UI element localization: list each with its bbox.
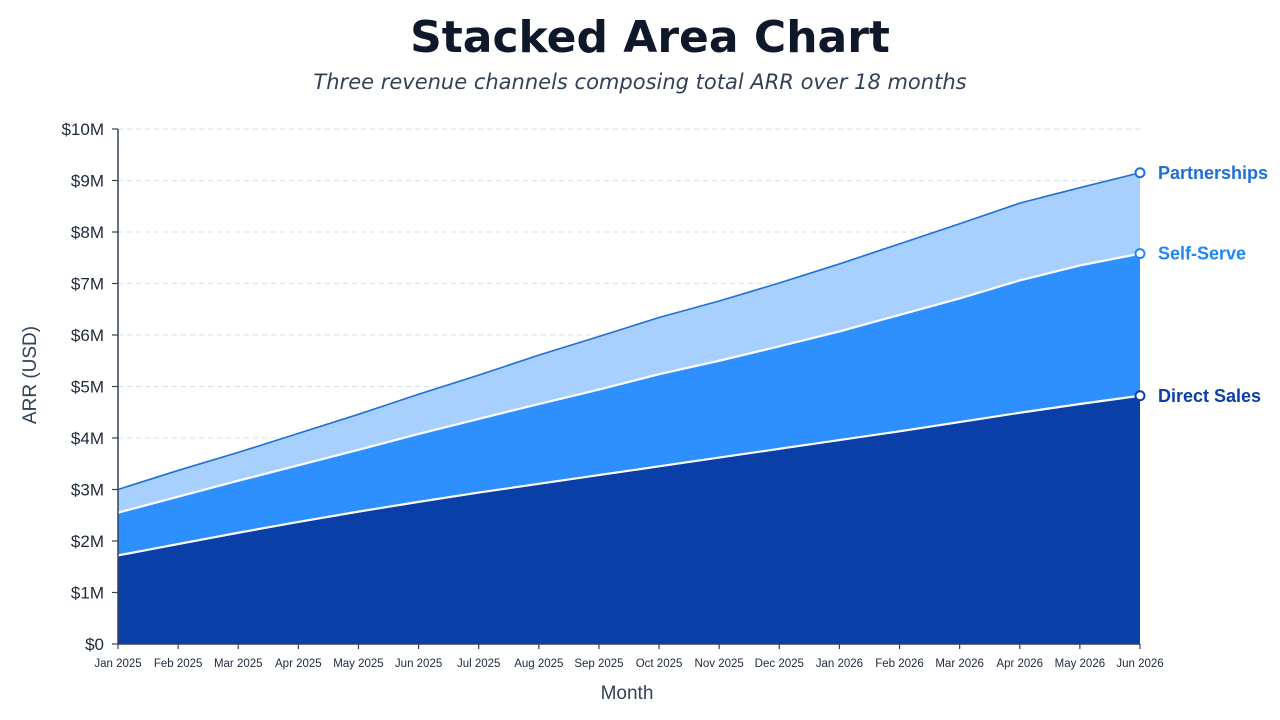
series-lines [117, 171, 1141, 557]
x-tick-label-4: May 2025 [333, 658, 384, 670]
x-tick-label-0: Jan 2025 [94, 658, 141, 670]
y-tick-label-1: $1M [71, 584, 104, 603]
chart-title: Stacked Area Chart [410, 12, 890, 63]
x-tick-label-11: Dec 2025 [755, 658, 804, 670]
x-tick-label-3: Apr 2025 [275, 658, 322, 670]
series-label-self-serve: Self-Serve [1158, 244, 1246, 264]
x-tick-label-6: Jul 2025 [457, 658, 500, 670]
area-layers [118, 172, 1140, 644]
y-tick-label-8: $8M [71, 223, 104, 242]
line-self-serve [117, 252, 1141, 514]
area-partnerships [118, 172, 1140, 513]
series-label-direct-sales: Direct Sales [1158, 386, 1261, 406]
series-label-partnerships: Partnerships [1158, 163, 1268, 183]
x-axis-ticks: Jan 2025 Feb 2025 Mar 2025 Apr 2025 May 2025… [94, 644, 1164, 670]
y-tick-label-0: $0 [85, 635, 104, 654]
y-tick-label-5: $5M [71, 378, 104, 397]
area-self-serve [118, 253, 1140, 556]
chart-subtitle: Three revenue channels composing total A… [313, 70, 966, 94]
end-marker-self-serve [1134, 248, 1146, 260]
x-tick-label-15: Apr 2026 [996, 658, 1043, 670]
y-axis-label: ARR (USD) [20, 326, 41, 424]
end-marker-direct-sales [1134, 390, 1146, 402]
y-tick-label-7: $7M [71, 275, 104, 294]
y-tick-label-6: $6M [71, 326, 104, 345]
x-tick-label-9: Oct 2025 [636, 658, 683, 670]
x-tick-label-5: Jun 2025 [395, 658, 442, 670]
y-tick-label-4: $4M [71, 429, 104, 448]
y-tick-label-2: $2M [71, 532, 104, 551]
x-axis-label: Month [601, 683, 654, 704]
x-tick-label-13: Feb 2026 [875, 658, 924, 670]
series-end-labels: Direct Sales Self-Serve Partnerships [1134, 163, 1268, 406]
x-tick-label-16: May 2026 [1055, 658, 1106, 670]
y-tick-label-3: $3M [71, 481, 104, 500]
x-tick-label-8: Sep 2025 [574, 658, 623, 670]
line-direct-sales [117, 394, 1141, 557]
x-tick-label-12: Jan 2026 [816, 658, 863, 670]
line-partnerships [117, 171, 1141, 491]
x-tick-label-10: Nov 2025 [695, 658, 744, 670]
y-tick-label-9: $9M [71, 172, 104, 191]
end-marker-partnerships [1134, 167, 1146, 179]
x-tick-label-7: Aug 2025 [514, 658, 563, 670]
area-direct-sales [118, 395, 1140, 644]
y-axis-ticks: $0 $1M $2M $3M $4M $5M $6M $7M $8M $9M $10M [61, 120, 118, 654]
x-tick-label-2: Mar 2025 [214, 658, 263, 670]
x-tick-label-1: Feb 2025 [154, 658, 203, 670]
x-tick-label-17: Jun 2026 [1116, 658, 1163, 670]
y-tick-label-10: $10M [61, 120, 104, 139]
x-tick-label-14: Mar 2026 [935, 658, 984, 670]
